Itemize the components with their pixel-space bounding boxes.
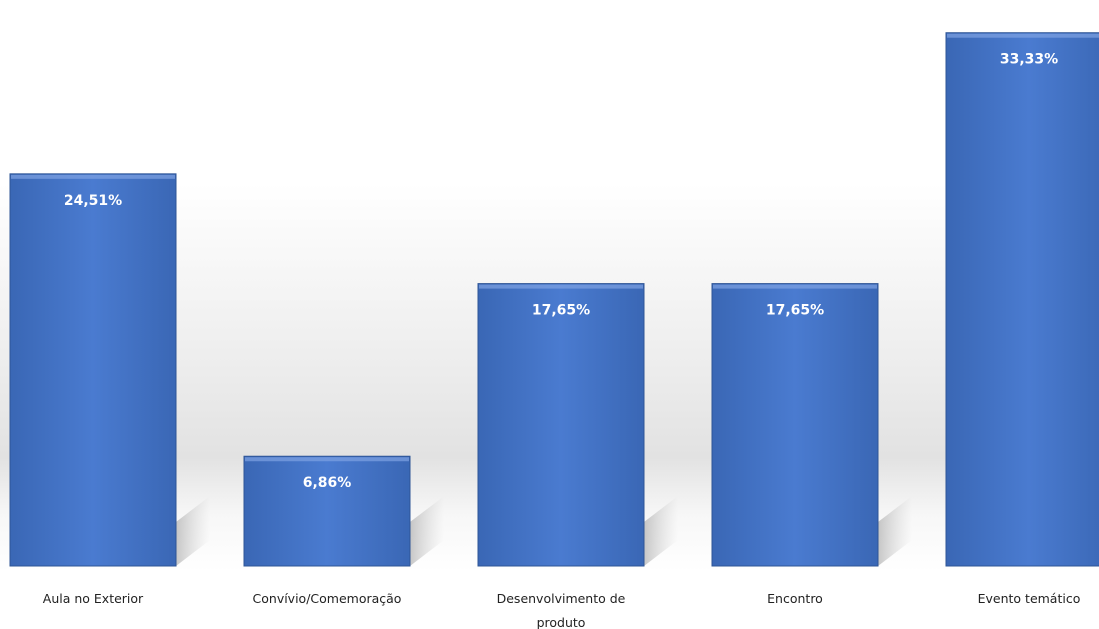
bar-bevel [947,33,1099,38]
category-label: produto [537,615,586,629]
bar-shadow [176,496,210,566]
data-label: 17,65% [766,303,824,319]
bar-bevel [713,284,877,289]
bar-shadow [410,496,444,566]
bar-shadow [878,496,912,566]
category-label: Evento temático [978,591,1081,606]
bar-bevel [479,284,643,289]
bar-shadow [644,496,678,566]
bar [477,283,645,567]
data-label: 24,51% [64,193,122,209]
bar [945,32,1099,567]
bar-shadows [176,496,912,566]
bar [711,283,879,567]
bar [9,173,177,567]
category-label: Desenvolvimento de [497,591,626,606]
data-label: 6,86% [303,475,352,491]
data-label: 17,65% [532,303,590,319]
bar-bevel [245,457,409,462]
category-label: Aula no Exterior [43,591,144,606]
category-label: Convívio/Comemoração [253,591,402,606]
data-labels: 24,51% 6,86% 17,65% 17,65% 33,33% [64,52,1058,492]
bars [9,32,1099,567]
category-labels: Aula no Exterior Convívio/Comemoração Dese… [43,591,1081,629]
bar-bevel [11,174,175,179]
bar [243,455,411,567]
data-label: 33,33% [1000,52,1058,68]
category-label: Encontro [767,591,823,606]
